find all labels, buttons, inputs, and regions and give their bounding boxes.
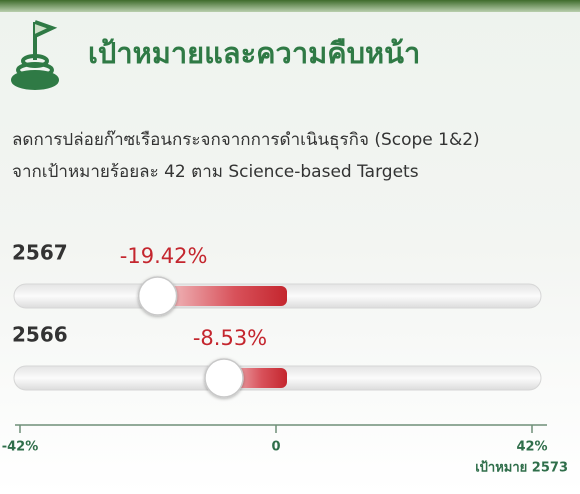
value-label: -8.53%: [193, 326, 267, 350]
knob: [137, 276, 178, 316]
description: ลดการปล่อยก๊าซเรือนกระจกจากการดำเนินธุรก…: [12, 130, 480, 150]
x-tick-label: -42%: [2, 440, 39, 455]
value-label: -19.42%: [120, 244, 208, 268]
description: จากเป้าหมายร้อยละ 42 ตาม Science-based T…: [12, 162, 419, 182]
title: เป้าหมายและความคืบหน้า: [88, 36, 420, 70]
year-label: 2566: [12, 323, 68, 347]
icon: [11, 20, 59, 90]
progress-bar: [157, 286, 287, 306]
year-label: 2567: [12, 241, 68, 265]
target-note: เป้าหมาย 2573: [475, 460, 568, 476]
grass-strip: [0, 0, 580, 12]
x-tick-label: 42%: [516, 440, 547, 455]
knob: [204, 358, 244, 398]
x-tick-label: 0: [271, 440, 280, 455]
